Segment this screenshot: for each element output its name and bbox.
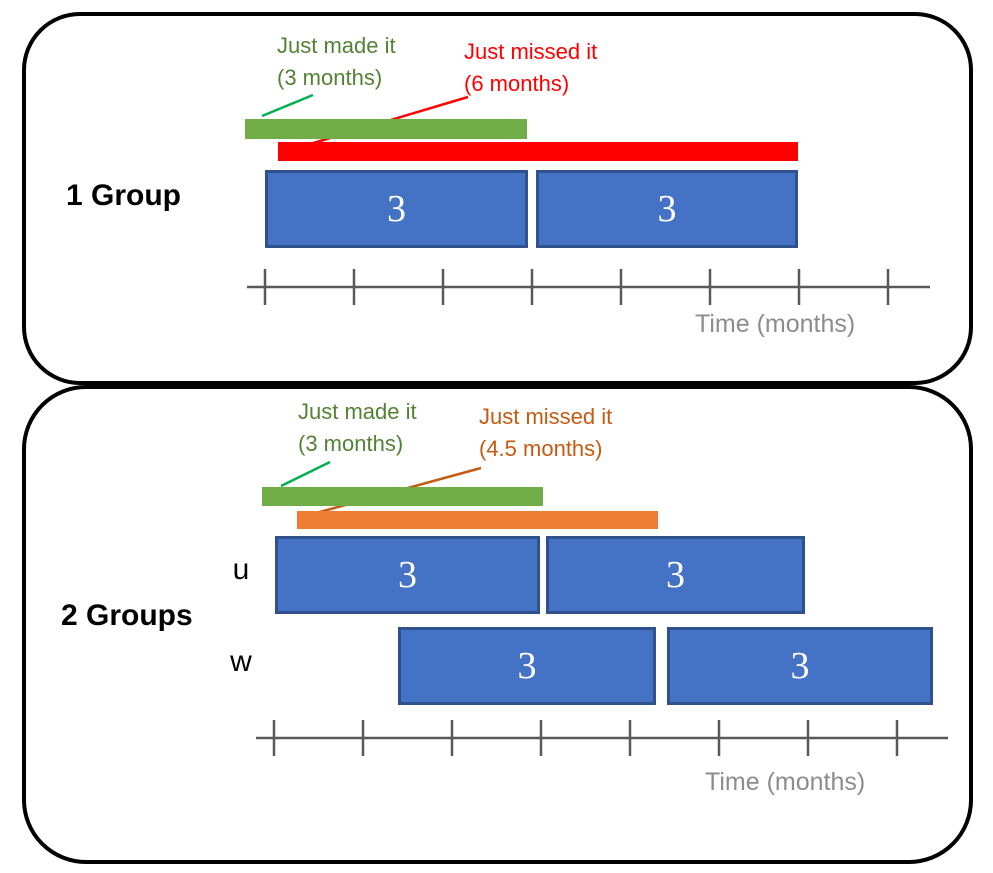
- missed-label-p1-line1: Just missed it: [464, 39, 598, 64]
- made-leader-stroke-p2: [280, 460, 331, 488]
- made-leader-line-p2: [280, 460, 331, 488]
- made-label-p2-line1: Just made it: [298, 399, 417, 424]
- made-leader-line-p1: [261, 93, 314, 118]
- segment-box-w-1: 3: [398, 627, 656, 705]
- panel-one-group: Just made it (3 months) Just missed it (…: [22, 12, 973, 385]
- made-duration-bar-p2: [262, 487, 543, 506]
- axis-label-p1: Time (months): [695, 310, 856, 338]
- missed-label-p2-line1: Just missed it: [479, 404, 613, 429]
- missed-duration-bar-p2: [297, 511, 658, 529]
- made-duration-bar-p1: [245, 119, 527, 139]
- panel2-title: 2 Groups: [61, 599, 193, 632]
- panel1-title: 1 Group: [66, 179, 182, 212]
- missed-label-p2-line2: (4.5 months): [479, 436, 603, 461]
- made-label-p1-line2: (3 months): [277, 65, 383, 90]
- made-leader-stroke-p1: [261, 93, 314, 118]
- axis-label-p2: Time (months): [705, 768, 866, 796]
- made-label-p1: Just made it (3 months): [277, 30, 396, 94]
- segment-value-p1-1: 3: [387, 188, 406, 230]
- segment-value-p1-2: 3: [657, 188, 677, 230]
- missed-duration-bar-p1: [278, 142, 798, 161]
- segment-box-p1-1: 3: [265, 170, 528, 248]
- time-axis-p1: [247, 269, 930, 305]
- segment-value-u-2: 3: [666, 554, 685, 596]
- segment-box-p1-2: 3: [536, 170, 798, 248]
- row-label-u: u: [232, 553, 250, 586]
- missed-label-p1: Just missed it (6 months): [464, 36, 597, 100]
- made-label-p2: Just made it (3 months): [298, 396, 417, 460]
- missed-label-p2: Just missed it (4.5 months): [479, 401, 612, 465]
- segment-box-w-2: 3: [667, 627, 933, 705]
- missed-label-p1-line2: (6 months): [464, 71, 570, 96]
- made-label-p2-line2: (3 months): [298, 431, 404, 456]
- segment-box-u-1: 3: [275, 536, 540, 614]
- made-label-p1-line1: Just made it: [277, 33, 396, 58]
- segment-box-u-2: 3: [546, 536, 805, 614]
- segment-value-u-1: 3: [398, 554, 417, 596]
- time-axis-p2: [256, 720, 948, 756]
- panel-two-groups: Just made it (3 months) Just missed it (…: [22, 385, 973, 864]
- row-label-w: w: [230, 645, 252, 678]
- segment-value-w-1: 3: [517, 645, 537, 687]
- segment-value-w-2: 3: [790, 645, 810, 687]
